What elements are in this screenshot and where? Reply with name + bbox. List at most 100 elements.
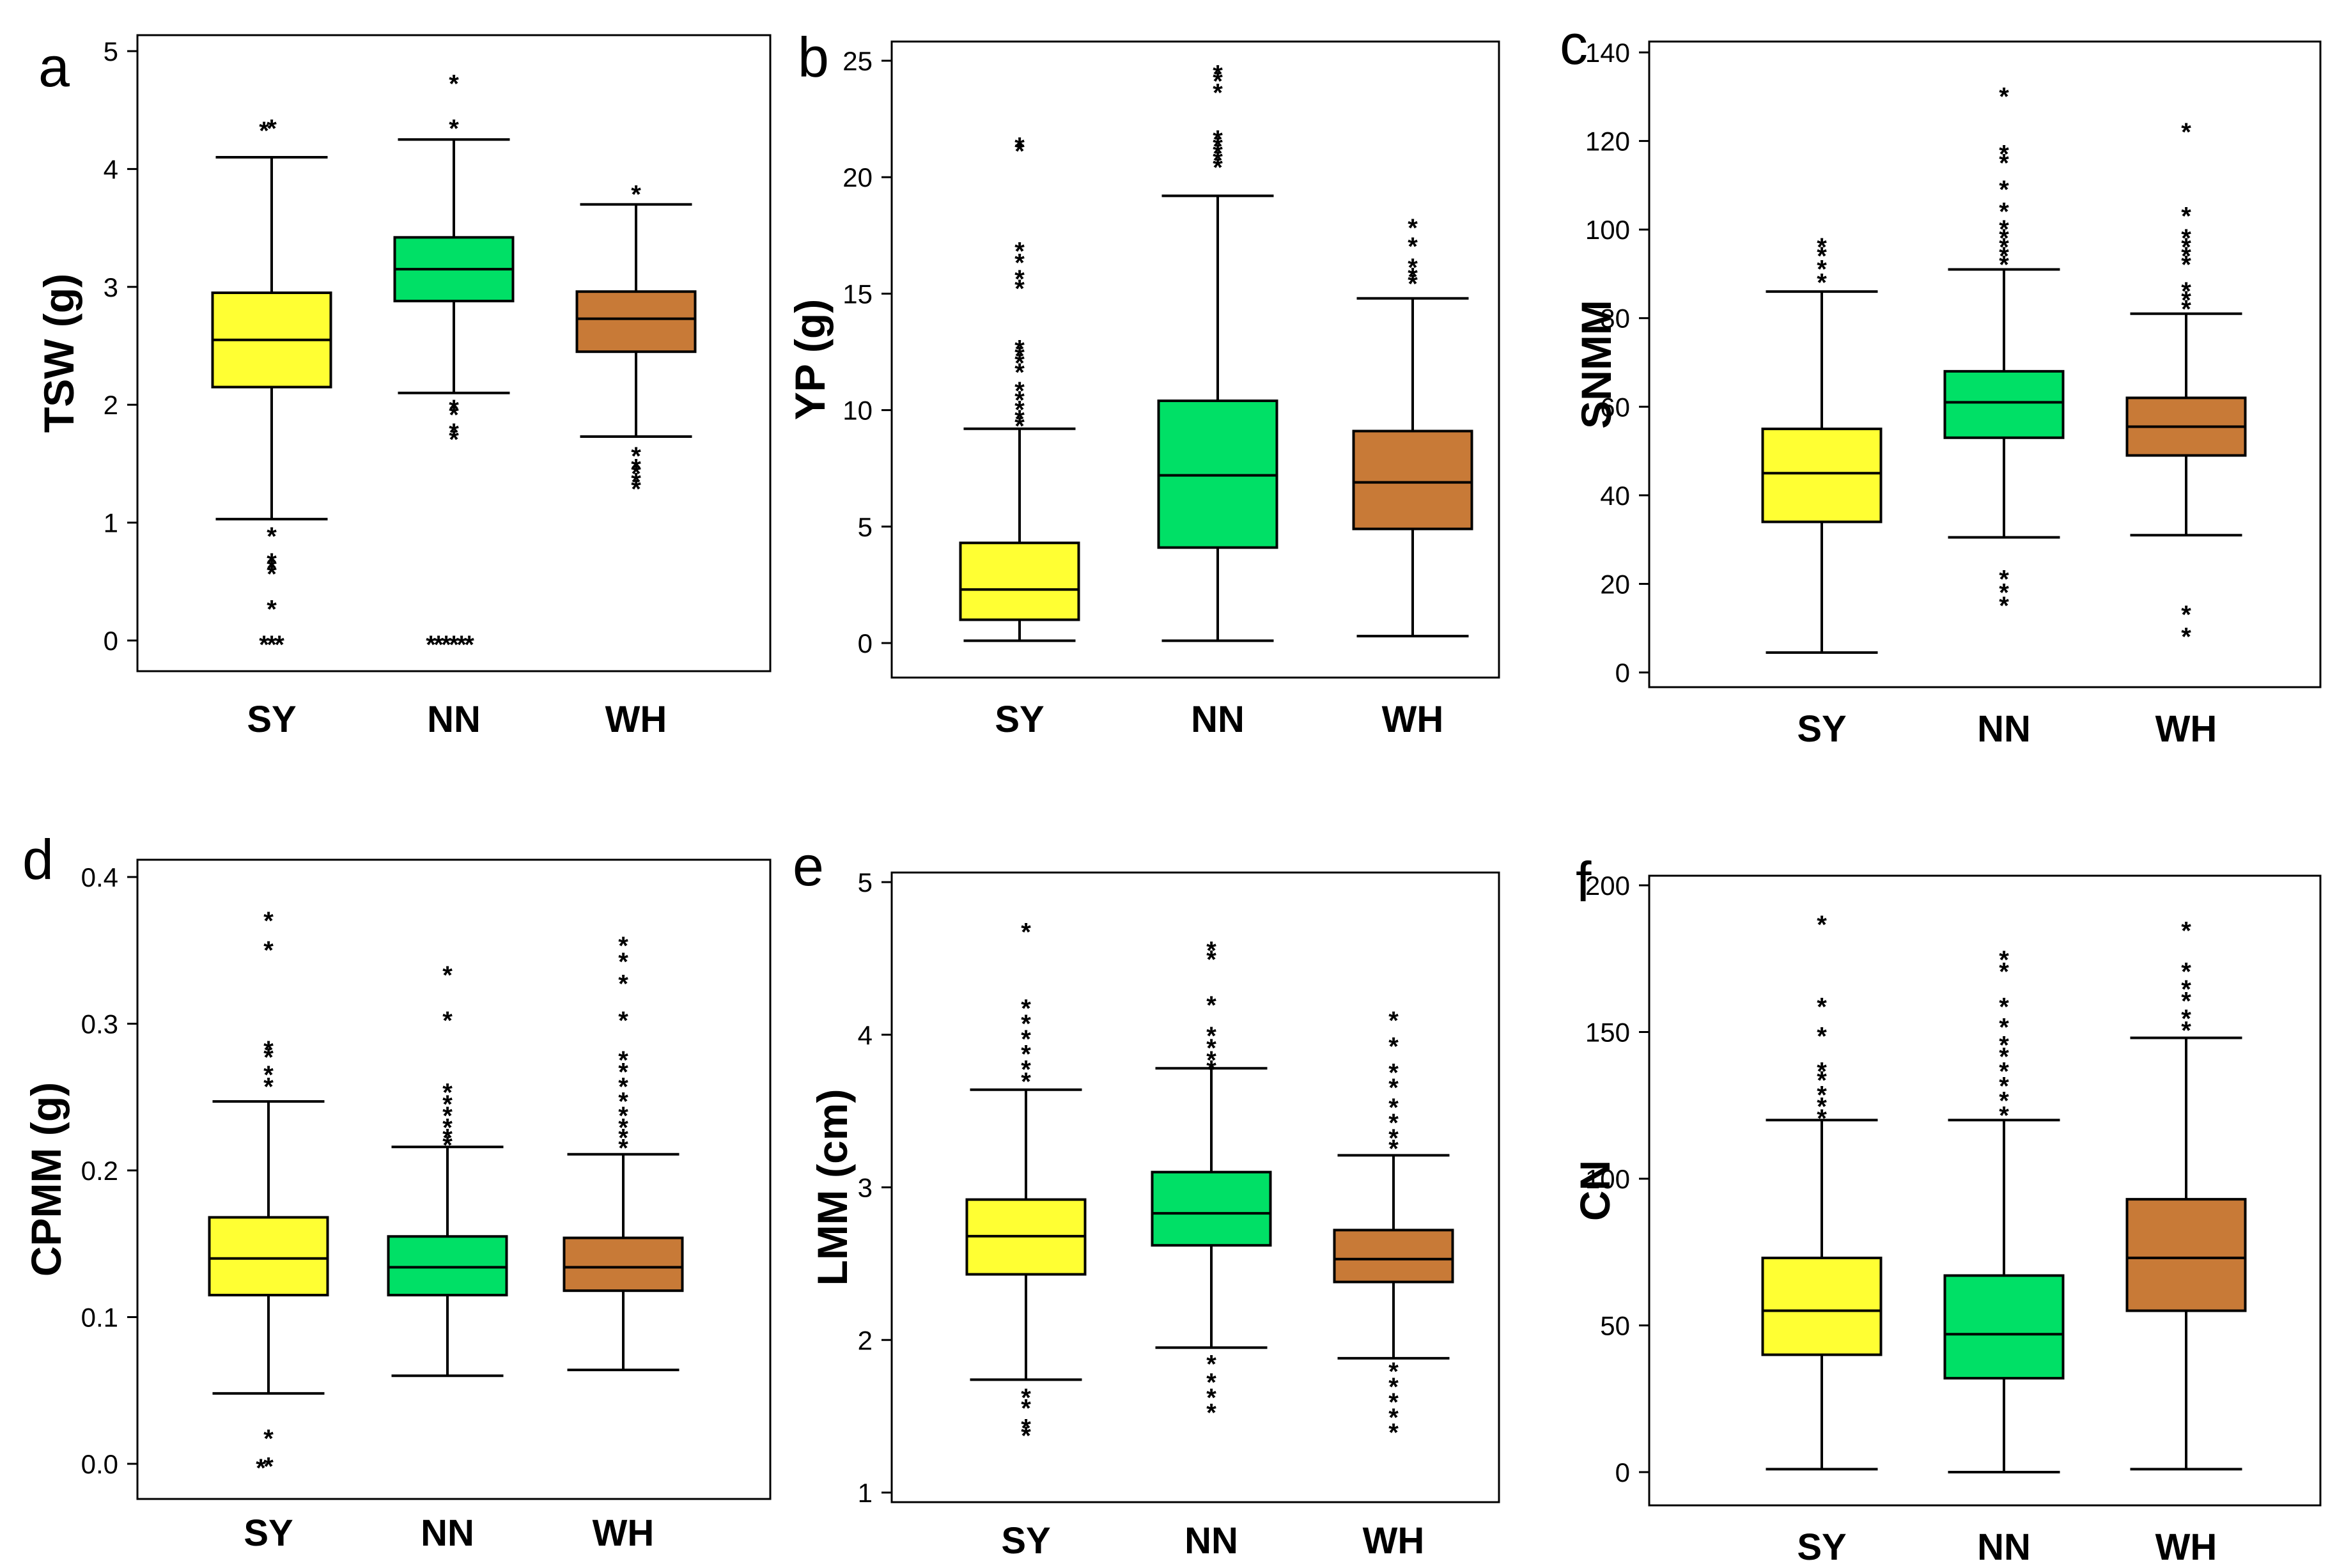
y-tick-label: 3 [104,272,118,302]
outlier-point: * [1014,387,1025,415]
outlier-point: * [263,1036,274,1064]
iqr-box [1761,1256,1883,1356]
outlier-point: * [618,1087,628,1115]
outlier-point: * [618,948,628,976]
y-tick-label: 1 [858,1478,873,1508]
outlier-point: * [631,476,641,504]
outlier-point: * [1021,1068,1031,1096]
outlier-point: * [1206,1034,1216,1062]
y-axis-title: CPMM (g) [22,1082,70,1277]
outlier-point: * [1999,224,2009,252]
outlier-point: * [1388,1358,1399,1386]
outlier-point: * [1817,242,1827,270]
boxplot-sy: ********* [208,907,329,1482]
outlier-point: * [2181,623,2191,651]
outlier-point: * [1388,1007,1399,1035]
iqr-box [1333,1229,1454,1284]
outlier-point: * [267,631,277,659]
outlier-point: * [2181,233,2191,261]
iqr-box [959,541,1080,621]
y-tick-label: 150 [1585,1018,1630,1048]
outlier-point: * [631,181,641,209]
x-category-label: SY [995,699,1044,740]
outlier-point: * [1388,1373,1399,1401]
outlier-point: * [618,1007,628,1035]
y-tick-label: 40 [1600,481,1630,511]
outlier-point: * [1408,214,1418,242]
outlier-point: * [1999,251,2009,279]
outlier-point: * [1213,146,1223,175]
outlier-point: * [449,419,459,447]
panel-letter: c [1560,13,1588,76]
y-tick-label: 0 [1615,658,1630,688]
outlier-point: * [1021,1395,1031,1423]
y-axis-title: YP (g) [786,299,834,420]
outlier-point: * [1817,268,1827,297]
y-tick-label: 0.2 [81,1156,118,1186]
y-tick-label: 3 [858,1173,873,1203]
outlier-point: * [449,70,459,98]
outlier-point: * [442,1078,453,1106]
outlier-point: * [1213,79,1223,107]
outlier-point: * [631,469,641,497]
outlier-point: * [2181,1016,2191,1044]
outlier-point: * [2181,251,2191,279]
boxplot-sy: *********** [965,919,1087,1450]
outlier-point: * [1817,1105,1827,1133]
panel-letter: a [38,35,70,98]
plot-frame [890,40,1500,679]
outlier-point: * [1388,1094,1399,1122]
outlier-point: * [618,1046,628,1075]
x-category-label: SY [244,1512,293,1554]
y-axis-title: CN [1571,1160,1619,1221]
boxplot-wh: *********** [2125,118,2247,651]
outlier-point: * [2181,277,2191,306]
outlier-point: * [1014,412,1025,440]
outlier-point: * [2181,118,2191,146]
outlier-point: * [267,522,277,550]
plot-frame [136,34,772,672]
y-tick-label: 4 [858,1020,873,1050]
outlier-point: * [1014,265,1025,293]
outlier-point: * [1014,133,1025,161]
x-category-label: WH [593,1512,655,1554]
outlier-point: * [1999,1043,2009,1071]
outlier-point: * [1021,919,1031,947]
outlier-point: * [1999,1031,2009,1059]
x-category-label: NN [1977,708,2031,750]
outlier-point: * [456,631,467,659]
outlier-point: * [441,631,451,659]
outlier-point: * [1206,1384,1216,1412]
y-tick-label: 5 [858,867,873,897]
y-tick-label: 0.4 [81,862,118,892]
y-axis-title: TSW (g) [35,274,82,433]
outlier-point: * [2181,286,2191,314]
outlier-point: * [1014,349,1025,377]
outlier-point: * [1817,233,1827,261]
outlier-point: * [267,596,277,624]
outlier-point: * [631,442,641,470]
boxplot-wh: ************ [563,932,684,1372]
outlier-point: * [1999,1073,2009,1101]
x-category-label: SY [1001,1520,1050,1562]
outlier-point: * [618,970,628,998]
x-category-label: WH [2155,1526,2217,1568]
boxplot-nn: ******** [387,961,508,1378]
outlier-point: * [2181,975,2191,1004]
iqr-box [1761,427,1883,524]
y-tick-label: 2 [104,390,118,420]
y-tick-label: 25 [842,46,873,76]
outlier-point: * [1388,1135,1399,1163]
y-tick-label: 4 [104,154,118,184]
outlier-point: * [1206,1056,1216,1084]
plot-frame [136,858,772,1500]
outlier-point: * [256,1454,266,1482]
outlier-point: * [267,560,277,588]
outlier-point: * [2181,601,2191,629]
outlier-point: * [1388,1419,1399,1447]
chart-panel-c: c020406080100120140SNMMSY****NN*********… [1560,13,2322,750]
outlier-point: * [442,1007,453,1035]
y-tick-label: 10 [842,396,873,426]
